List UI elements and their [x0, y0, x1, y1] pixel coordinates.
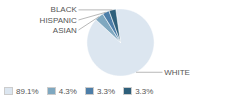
svg-text:BLACK: BLACK — [51, 5, 78, 14]
html-text:3.3%: 3.3% — [96, 86, 116, 96]
svg-text:WHITE: WHITE — [164, 68, 190, 77]
svg-text:HISPANIC: HISPANIC — [40, 16, 77, 25]
html-text:4.3%: 4.3% — [58, 86, 77, 96]
svg-text:ASIAN: ASIAN — [53, 26, 77, 35]
html-text:89.1%: 89.1% — [16, 86, 39, 96]
html-text:3.3%: 3.3% — [135, 86, 154, 96]
